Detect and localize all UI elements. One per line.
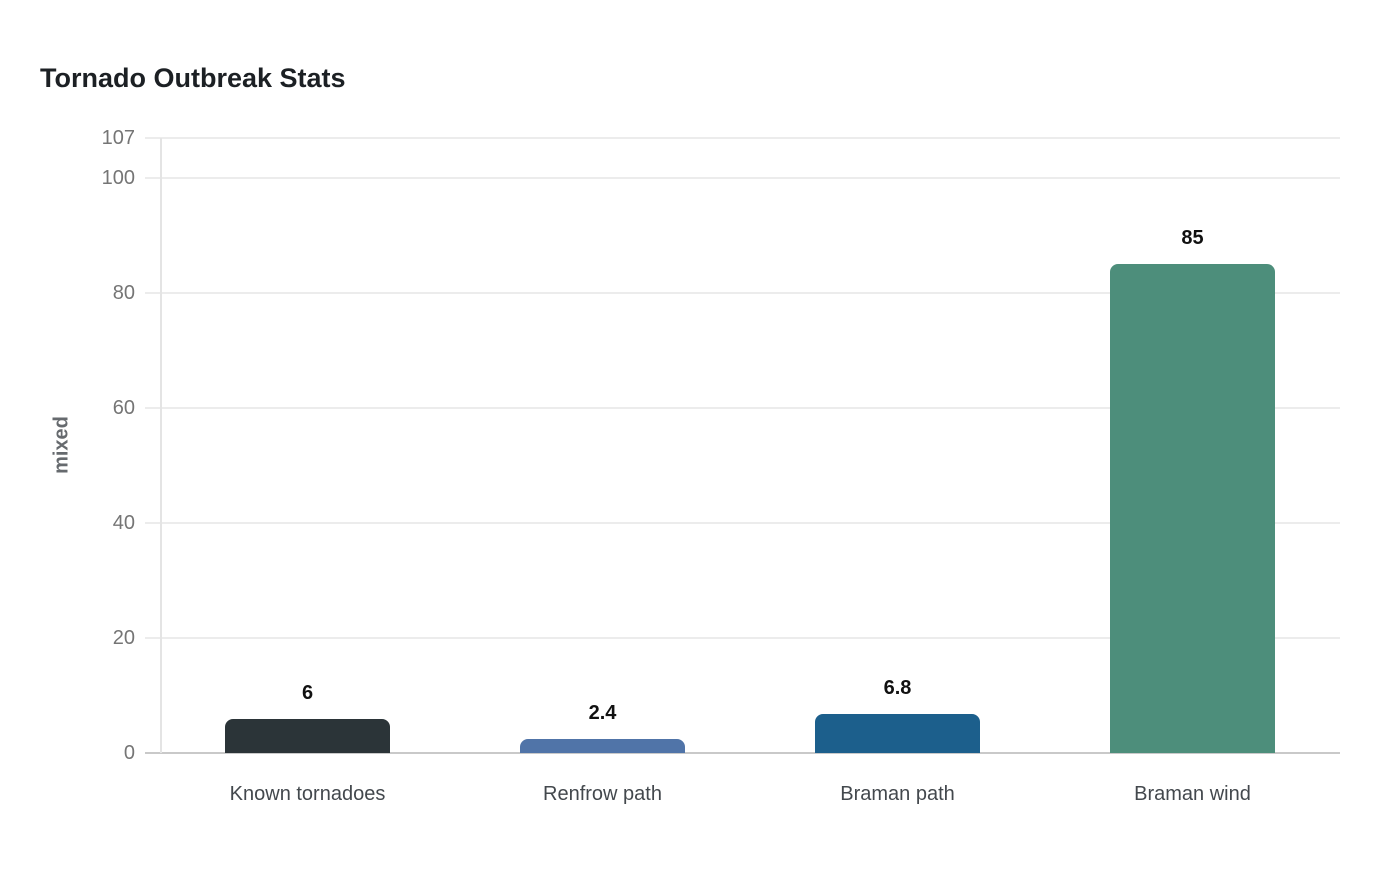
bar-braman-path <box>815 713 980 753</box>
ytick-label-80: 80 <box>112 282 135 305</box>
x-category-label: Known tornadoes <box>229 783 386 805</box>
gridline-y-100 <box>145 177 1340 180</box>
x-category-label: Renfrow path <box>543 783 662 805</box>
x-category-label: Braman wind <box>1134 783 1251 805</box>
ytick-label-60: 60 <box>112 397 135 420</box>
bar-known-tornadoes <box>225 718 390 753</box>
ytick-label-40: 40 <box>112 512 135 535</box>
gridline-y-60 <box>145 407 1340 410</box>
gridline-y-0 <box>145 752 1340 754</box>
chart-title: Tornado Outbreak Stats <box>40 63 346 93</box>
gridline-y-40 <box>145 522 1340 525</box>
bar-value-label: 85 <box>1181 227 1204 250</box>
ytick-label-100: 100 <box>101 167 135 190</box>
y-axis-line <box>160 138 162 753</box>
y-axis-title: mixed <box>50 416 73 474</box>
bar-value-label: 2.4 <box>588 702 617 725</box>
bar-value-label: 6 <box>301 681 314 704</box>
gridline-y-80 <box>145 292 1340 295</box>
x-category-label: Braman path <box>840 783 955 805</box>
gridline-y-20 <box>145 637 1340 640</box>
bar-braman-wind <box>1110 264 1275 753</box>
bar-value-label: 6.8 <box>883 676 912 699</box>
ytick-label-20: 20 <box>112 627 135 650</box>
ytick-label-0: 0 <box>123 742 135 764</box>
ytick-label-107: 107 <box>101 127 135 149</box>
bar-renfrow-path <box>520 739 685 753</box>
gridline-y-107 <box>145 137 1340 139</box>
